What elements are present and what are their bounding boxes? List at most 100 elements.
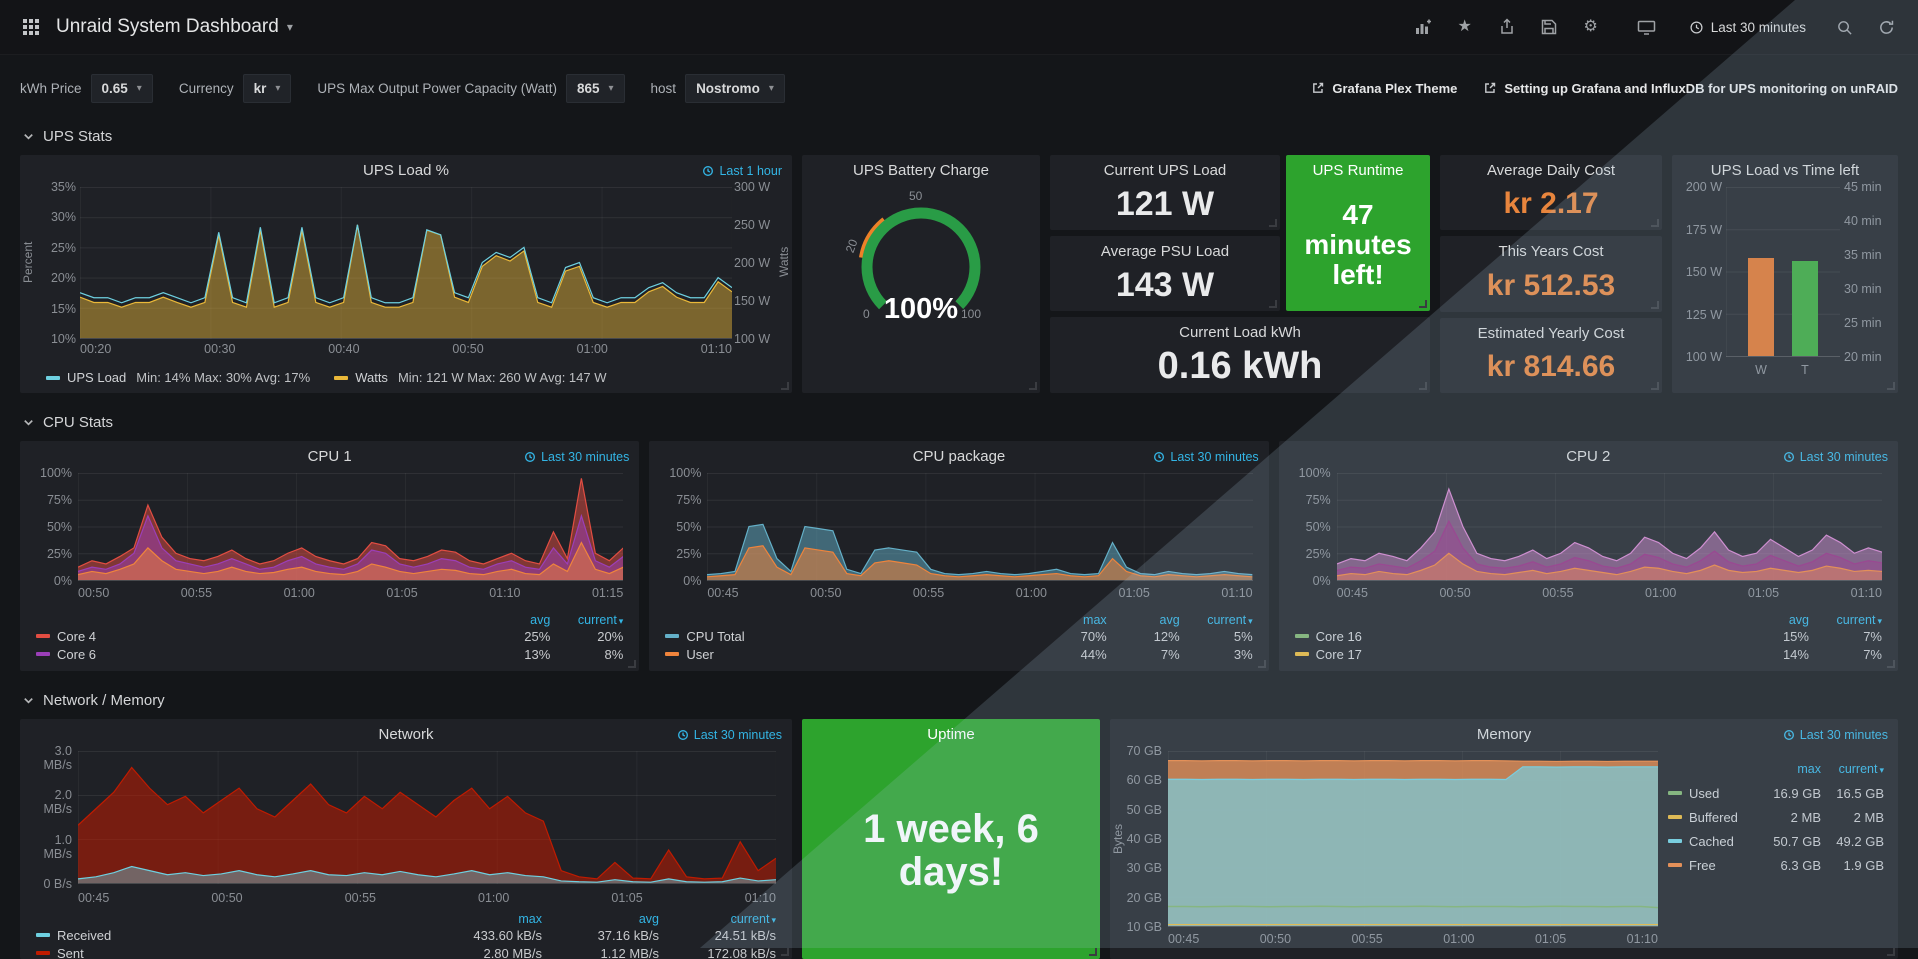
- panel-title[interactable]: Average Daily Cost: [1440, 155, 1662, 179]
- time-range-label: Last 30 minutes: [1711, 20, 1806, 35]
- legend-series-name[interactable]: Core 16: [1316, 629, 1362, 644]
- legend-series-name[interactable]: Core 6: [57, 647, 96, 662]
- legend-column-header[interactable]: current: [1187, 613, 1253, 627]
- chart-plot-area[interactable]: [707, 473, 1252, 581]
- navbar-left: Unraid System Dashboard ▾: [22, 16, 293, 38]
- y-axis-ticks-left: 100%75%50%25%0%: [661, 466, 701, 588]
- panel-title[interactable]: UPS Runtime: [1286, 155, 1430, 179]
- panel-title[interactable]: UPS Battery Charge: [802, 162, 1040, 179]
- dashboard-link-setup-guide[interactable]: Setting up Grafana and InfluxDB for UPS …: [1483, 81, 1898, 96]
- legend-series-name[interactable]: Watts: [355, 370, 388, 385]
- panel-title[interactable]: UPS Load vs Time left: [1672, 162, 1898, 179]
- legend-column-header[interactable]: avg: [1743, 613, 1809, 627]
- panel-title[interactable]: Estimated Yearly Cost: [1440, 318, 1662, 342]
- chart-plot-area[interactable]: [1337, 473, 1882, 581]
- tick-label: 00:45: [78, 891, 109, 907]
- share-icon[interactable]: [1497, 17, 1517, 37]
- legend-value: 1.9 GB: [1828, 858, 1884, 873]
- panel-title[interactable]: Current UPS Load: [1050, 155, 1280, 179]
- panel-time-range[interactable]: Last 30 minutes: [1783, 728, 1888, 742]
- search-icon[interactable]: [1834, 17, 1854, 37]
- chart-plot-area[interactable]: [80, 187, 732, 339]
- bar-W[interactable]: [1748, 258, 1774, 356]
- legend-series-name[interactable]: User: [686, 647, 713, 662]
- panel-time-range[interactable]: Last 30 minutes: [1153, 450, 1258, 464]
- legend-column-header[interactable]: max: [1041, 613, 1107, 627]
- legend-series-marker: [36, 951, 50, 955]
- legend-series-name[interactable]: CPU Total: [686, 629, 744, 644]
- refresh-icon[interactable]: [1876, 17, 1896, 37]
- panel-time-range[interactable]: Last 30 minutes: [1783, 450, 1888, 464]
- tick-label: 00:50: [1439, 586, 1470, 602]
- stat-value: 143 W: [1050, 260, 1280, 311]
- dashboard-link-plex-theme[interactable]: Grafana Plex Theme: [1311, 81, 1457, 96]
- legend-column-header[interactable]: current: [666, 912, 776, 926]
- save-icon[interactable]: [1539, 17, 1559, 37]
- legend-column-header[interactable]: current: [1828, 762, 1884, 776]
- legend-series-name[interactable]: Free: [1689, 858, 1716, 873]
- legend-column-header[interactable]: max: [1765, 762, 1821, 776]
- panel-title[interactable]: Memory: [1110, 726, 1898, 743]
- variable-current-value: 0.65: [102, 81, 128, 96]
- panel-time-range[interactable]: Last 30 minutes: [524, 450, 629, 464]
- variable-value-dropdown[interactable]: kr ▾: [243, 74, 292, 103]
- panel-time-range[interactable]: Last 1 hour: [702, 164, 782, 178]
- legend-series-name[interactable]: Used: [1689, 786, 1719, 801]
- section-ups-stats[interactable]: UPS Stats: [22, 125, 1896, 147]
- legend-series-name[interactable]: Core 4: [57, 629, 96, 644]
- gear-icon[interactable]: ⚙: [1581, 17, 1601, 37]
- stat-value: kr 2.17: [1440, 179, 1662, 230]
- variable-value-dropdown[interactable]: Nostromo ▾: [685, 74, 785, 103]
- legend-column-header[interactable]: avg: [549, 912, 659, 926]
- tick-label: 30 GB: [1127, 861, 1162, 875]
- legend-series-name[interactable]: Cached: [1689, 834, 1734, 849]
- chart-plot-area[interactable]: [1168, 751, 1658, 927]
- chevron-down-icon: [22, 416, 35, 429]
- legend-column-header[interactable]: max: [432, 912, 542, 926]
- legend-value: 16.9 GB: [1765, 786, 1821, 801]
- chart-plot-area[interactable]: [78, 751, 776, 884]
- legend-series-name[interactable]: UPS Load: [67, 370, 126, 385]
- legend-column-header[interactable]: avg: [1114, 613, 1180, 627]
- legend-series-name[interactable]: Core 17: [1316, 647, 1362, 662]
- legend-series-name[interactable]: Buffered: [1689, 810, 1738, 825]
- panel-time-range[interactable]: Last 30 minutes: [677, 728, 782, 742]
- apps-grid-icon[interactable]: [22, 18, 40, 36]
- tick-label: 0 B/s: [44, 877, 73, 891]
- panel-time-range-label: Last 30 minutes: [541, 450, 629, 464]
- external-link-icon: [1483, 81, 1497, 95]
- tick-label: 01:05: [386, 586, 417, 602]
- section-network-memory[interactable]: Network / Memory: [22, 689, 1896, 711]
- legend-column-header[interactable]: current: [557, 613, 623, 627]
- chevron-down-icon: [22, 130, 35, 143]
- legend-series-marker: [36, 634, 50, 638]
- legend-column-header[interactable]: avg: [484, 613, 550, 627]
- chart-plot-area[interactable]: [1726, 187, 1840, 357]
- tick-label: 01:05: [1748, 586, 1779, 602]
- variable-value-dropdown[interactable]: 865 ▾: [566, 74, 625, 103]
- panel-title[interactable]: UPS Load %: [20, 162, 792, 179]
- star-icon[interactable]: ★: [1455, 17, 1475, 37]
- tick-label: 30 min: [1844, 282, 1882, 296]
- bar-T[interactable]: [1792, 261, 1818, 356]
- chart-plot-area[interactable]: [78, 473, 623, 581]
- tick-label: 150 W: [1686, 265, 1722, 279]
- add-panel-icon[interactable]: [1413, 17, 1433, 37]
- time-range-picker[interactable]: Last 30 minutes: [1689, 20, 1806, 35]
- cycle-view-icon[interactable]: [1637, 17, 1657, 37]
- panel-title[interactable]: Current Load kWh: [1050, 317, 1430, 341]
- dashboard-title-button[interactable]: Unraid System Dashboard ▾: [56, 16, 293, 38]
- legend-value: 433.60 kB/s: [432, 928, 542, 943]
- section-cpu-stats[interactable]: CPU Stats: [22, 411, 1896, 433]
- variable-value-dropdown[interactable]: 0.65 ▾: [91, 74, 153, 103]
- panel-title[interactable]: Average PSU Load: [1050, 236, 1280, 260]
- panel-title[interactable]: Uptime: [802, 719, 1100, 743]
- legend-series-name[interactable]: Received: [57, 928, 111, 943]
- legend-series-marker: [1668, 791, 1682, 795]
- legend-column-header[interactable]: current: [1816, 613, 1882, 627]
- panel-title[interactable]: This Years Cost: [1440, 236, 1662, 260]
